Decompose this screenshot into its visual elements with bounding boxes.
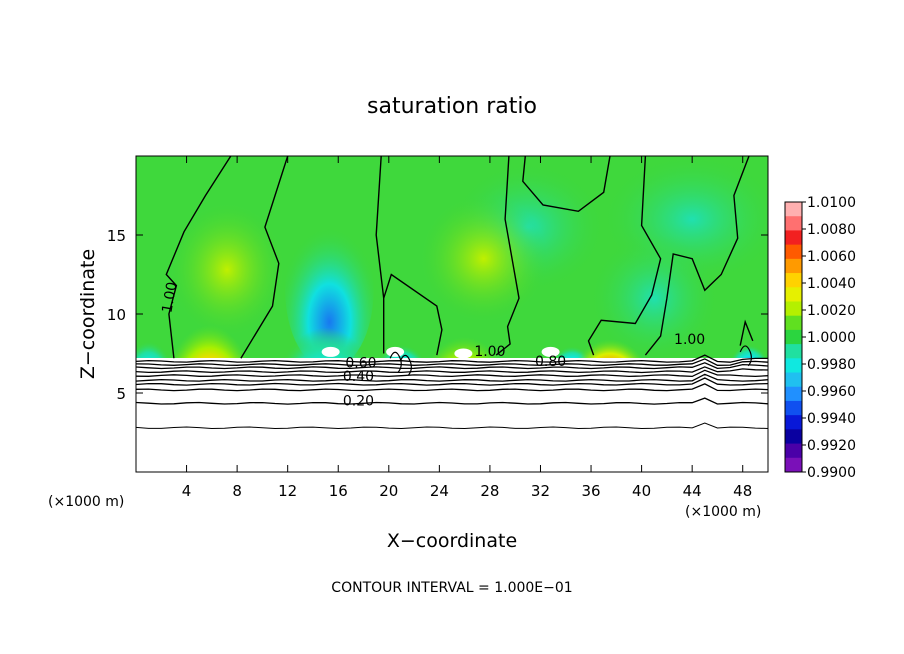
colorbar-label: 0.9960 <box>807 384 856 400</box>
contour-line <box>136 383 768 392</box>
colorbar-swatch <box>785 216 802 231</box>
colorbar-label: 0.9940 <box>807 411 856 427</box>
contour-interval-note: CONTOUR INTERVAL = 1.000E−01 <box>331 580 572 596</box>
y-tick-label: 10 <box>107 306 126 324</box>
contour-lines <box>136 156 768 430</box>
colorbar-swatch <box>785 273 802 288</box>
colorbar-swatch <box>785 415 802 430</box>
contour-labels: 1.00 1.00 1.00 0.600.40 0.80 0.20 <box>159 281 705 410</box>
x-unit-right: (×1000 m) <box>685 504 761 520</box>
x-tick-label: 28 <box>480 482 499 500</box>
contour-line-1.00 <box>522 156 611 213</box>
white-spot <box>541 346 560 357</box>
contour-label: 1.00 <box>674 332 705 348</box>
contour-line <box>136 397 768 405</box>
contour-label: 1.00 <box>474 344 505 360</box>
contour-line-1.00 <box>739 319 754 346</box>
contour-wiggle <box>389 351 402 373</box>
colorbar-swatch <box>785 386 802 402</box>
x-axis-label: X−coordinate <box>387 530 517 552</box>
y-axis-ticks: 5 10 15 <box>107 227 768 403</box>
contour-wiggle <box>399 354 412 376</box>
colorbar-swatch <box>785 344 802 359</box>
yellow-patch <box>420 195 547 322</box>
y-tick-label: 15 <box>107 227 126 245</box>
x-tick-label: 20 <box>379 482 398 500</box>
contour-line-1.00 <box>644 156 750 356</box>
colorbar-swatch <box>785 230 802 246</box>
contour-line <box>136 373 768 382</box>
x-axis-ticks: 4 8 12 16 20 24 28 32 36 40 44 48 <box>182 156 752 500</box>
contour-label: 0.60 <box>345 356 376 372</box>
contour-line-1.00 <box>587 156 662 356</box>
colorbar-swatch <box>785 329 802 345</box>
contour-line <box>136 366 768 374</box>
colorbar-swatch <box>785 372 802 388</box>
colorbar-swatch <box>785 443 802 459</box>
contour-line <box>136 354 768 363</box>
colorbar-swatch <box>785 429 802 445</box>
y-axis-label: Z−coordinate <box>77 249 99 379</box>
colorbar-label: 0.9920 <box>807 438 856 454</box>
x-tick-label: 16 <box>329 482 348 500</box>
x-tick-label: 8 <box>232 482 242 500</box>
white-spot <box>454 348 473 359</box>
colorbar-swatch <box>785 400 802 416</box>
colorbar-swatch <box>785 358 802 374</box>
x-tick-label: 24 <box>430 482 449 500</box>
contour-wiggle <box>739 345 752 367</box>
colorbar-swatch <box>785 315 802 331</box>
contour-line-1.00 <box>240 156 289 359</box>
contour-label: 0.40 <box>343 369 374 385</box>
contour-line <box>136 369 768 378</box>
x-tick-label: 12 <box>278 482 297 500</box>
white-spot <box>321 346 340 357</box>
colorbar-label: 0.9980 <box>807 357 856 373</box>
contour-label: 0.80 <box>535 354 566 370</box>
colorbar-swatch <box>785 202 802 217</box>
colorbar-swatch <box>785 457 802 473</box>
contour-line-1.00 <box>383 273 443 356</box>
contour-line <box>136 377 768 386</box>
colorbar-label: 1.0040 <box>807 276 856 292</box>
colorbar-label: 1.0100 <box>807 195 856 211</box>
colorbar-label: 1.0020 <box>807 303 856 319</box>
colorbar: 1.0100 1.0080 1.0060 1.0040 1.0020 1.0000 0.99… <box>784 195 856 481</box>
contour-label: 1.00 <box>159 281 180 314</box>
colorbar-swatch <box>785 258 802 274</box>
contour-line <box>136 358 768 366</box>
x-tick-label: 36 <box>581 482 600 500</box>
contour-line-1.00 <box>495 156 520 356</box>
colorbar-label: 0.9900 <box>807 465 856 481</box>
plot-area: 1.00 1.00 1.00 0.600.40 0.80 0.20 <box>136 156 768 472</box>
y-tick-label: 5 <box>116 385 126 403</box>
colorbar-label: 1.0060 <box>807 249 856 265</box>
x-unit-left: (×1000 m) <box>48 494 124 510</box>
colorbar-swatch <box>785 244 802 260</box>
x-tick-label: 4 <box>182 482 192 500</box>
x-tick-label: 44 <box>683 482 702 500</box>
colorbar-label: 1.0080 <box>807 222 856 238</box>
chart-title: saturation ratio <box>367 94 537 119</box>
contour-label: 0.20 <box>343 394 374 410</box>
x-tick-label: 32 <box>531 482 550 500</box>
contour-line <box>136 362 768 370</box>
contour-line <box>136 422 768 430</box>
colorbar-swatch <box>785 287 802 302</box>
x-tick-label: 48 <box>733 482 752 500</box>
contour-line-1.00 <box>165 156 232 359</box>
contour-line-1.00 <box>375 156 385 299</box>
colorbar-swatch <box>785 301 802 317</box>
x-tick-label: 40 <box>632 482 651 500</box>
colorbar-label: 1.0000 <box>807 330 856 346</box>
